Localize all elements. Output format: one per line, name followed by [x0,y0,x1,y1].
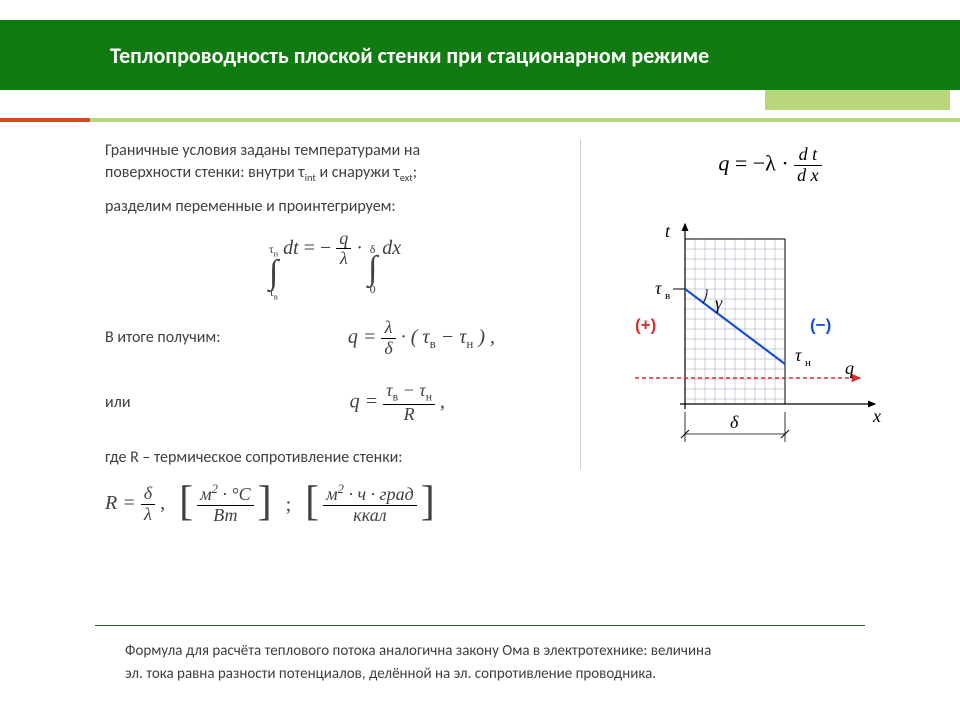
tau-int-sub: int [305,172,316,185]
diagram-svg: txqδγτвτн(+)(−) [615,204,895,474]
svg-text:τ: τ [795,345,802,365]
qres-end: ) , [473,326,495,348]
accent-right [90,118,960,122]
footnote-line2: эл. тока равна разности потенциалов, дел… [125,665,656,683]
formula-integral: τн∫τв dt = − qλ · δ∫0 dx [105,229,565,303]
slide-title: Теплопроводность плоской стенки при стац… [110,42,709,69]
row-qR: или q = τв − τн R , [105,381,565,425]
qR-nummid: − τ [398,380,426,400]
content-area: Граничные условия заданы температурами н… [0,140,960,680]
svg-text:γ: γ [715,293,723,313]
u1-num: м [200,484,212,504]
right-column: q = −λ · d td x txqδγτвτн(+)(−) [605,140,935,474]
qres-q: q = [348,326,377,348]
R-num: δ [141,484,155,504]
u1-mid: · °C [218,484,251,504]
int-dot: · [356,236,363,258]
formula-fourier: q = −λ · d td x [605,145,935,186]
u1-den: Вт [210,506,240,526]
accent-line [0,118,960,122]
bottom-rule [95,625,865,626]
svg-text:н: н [805,357,811,369]
u2-den: ккал [350,506,389,526]
svg-text:в: в [665,290,670,302]
ftop-num: d t [796,145,821,165]
R-den: λ [141,505,155,525]
paragraph-integrate: разделим переменные и проинтегрируем: [105,196,565,218]
bc-line2b: и снаружи τ [316,163,400,182]
qres-minus: − τ [436,326,467,348]
svg-text:(−): (−) [810,315,831,334]
qR-comma: , [440,391,445,413]
left-column: Граничные условия заданы температурами н… [105,140,565,526]
int2-lo: 0 [370,283,376,295]
ftop-den: d x [794,166,822,186]
formula-R-row: R = δλ , [ м2 · °CВт ] ; [ м2 · ч · град… [105,483,565,526]
dt-text: dt [283,236,299,258]
svg-text:δ: δ [730,412,739,432]
u2-mid: · ч · град [344,484,414,504]
svg-text:q: q [845,358,854,378]
R-comma: , [160,492,165,514]
qR-numbsub: н [426,390,432,403]
unit-box-2: [ м2 · ч · градккал ] [305,483,435,526]
accent-left [0,118,90,122]
vertical-separator [580,140,581,470]
qR-q: q = [350,391,379,413]
row-qresult: В итоге получим: q = λδ · ( τв − τн ) , [105,318,565,359]
svg-text:t: t [665,221,671,241]
wall-diagram: txqδγτвτн(+)(−) [615,204,895,474]
paragraph-boundary: Граничные условия заданы температурами н… [105,140,565,186]
bc-line2a: поверхности стенки: внутри τ [105,163,305,182]
qres-mid: · ( τ [401,326,430,348]
dx-text: dx [382,236,401,258]
decor-lime-block [765,90,950,110]
footnote: Формула для расчёта теплового потока ана… [125,640,865,685]
or-label: или [105,392,130,414]
R-eq: R = [105,492,136,514]
tau-ext-sub: ext [400,172,413,185]
bc-line1: Граничные условия заданы температурами н… [105,141,420,160]
qfrac-num: q [336,229,351,249]
bc-line2c: ; [413,163,417,182]
ftop-q: q [718,150,729,175]
int1-lo-sub: в [274,293,278,302]
result-label: В итоге получим: [105,327,221,349]
qR-den: R [401,405,418,425]
svg-text:(+): (+) [635,315,656,334]
qres-num: λ [382,318,396,338]
footnote-line1: Формула для расчёта теплового потока ана… [125,642,711,660]
slide-header: Теплопроводность плоской стенки при стац… [0,20,960,90]
u2-num: м [326,484,338,504]
formula-qR: q = τв − τн R , [350,381,445,425]
svg-text:τ: τ [655,278,662,298]
formula-R: R = δλ , [105,484,165,525]
int-eq: = − [304,236,332,258]
formula-qresult: q = λδ · ( τв − τн ) , [348,318,495,359]
units-semicolon: ; [286,491,292,519]
svg-text:x: x [872,406,881,426]
qfrac-den: λ [337,249,351,269]
unit-box-1: [ м2 · °CВт ] [179,483,272,526]
ftop-eq: = −λ · [735,150,789,175]
where-label: где R – термическое сопротивление стенки… [105,447,565,469]
qres-den: δ [381,339,395,359]
